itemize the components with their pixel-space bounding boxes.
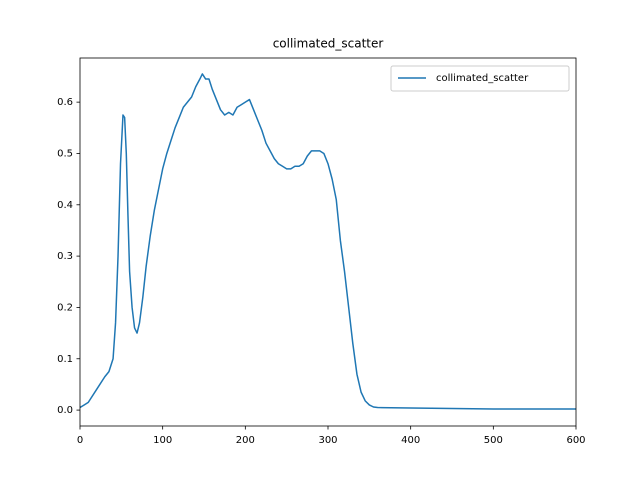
x-tick-label: 600 (566, 435, 585, 446)
x-tick-label: 0 (77, 435, 83, 446)
x-tick-label: 300 (318, 435, 337, 446)
y-tick-label: 0.2 (57, 302, 73, 313)
x-tick-label: 200 (236, 435, 255, 446)
x-tick-label: 500 (484, 435, 503, 446)
legend-label: collimated_scatter (436, 73, 529, 84)
x-tick-label: 400 (401, 435, 420, 446)
y-tick-label: 0.0 (57, 405, 73, 416)
plot-frame (79, 57, 577, 427)
y-tick-label: 0.3 (57, 251, 73, 262)
y-tick-label: 0.5 (57, 148, 73, 159)
y-tick-label: 0.4 (57, 200, 73, 211)
legend-box (390, 65, 570, 92)
y-tick-label: 0.6 (57, 97, 73, 108)
x-tick-label: 100 (153, 435, 172, 446)
y-tick-label: 0.1 (57, 354, 73, 365)
data-line (79, 73, 576, 410)
chart-title: collimated_scatter (273, 37, 384, 51)
